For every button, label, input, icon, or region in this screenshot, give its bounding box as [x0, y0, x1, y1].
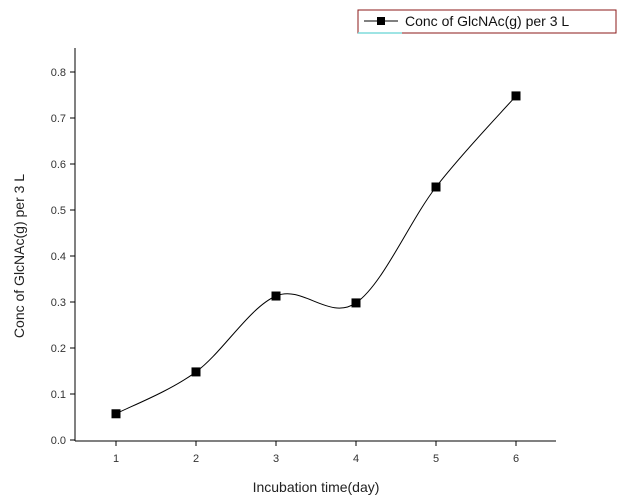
x-tick-5: 6 — [513, 441, 519, 465]
x-tick-4: 5 — [433, 441, 439, 465]
legend-box — [357, 9, 617, 34]
y-tick-label-5: 0.5 — [51, 205, 66, 217]
y-tick-label-8: 0.8 — [51, 67, 66, 79]
x-tick-label-5: 6 — [513, 453, 519, 465]
x-tick-1: 2 — [193, 441, 199, 465]
data-point-3 — [271, 291, 281, 301]
y-tick-0: 0.0 — [51, 435, 75, 447]
x-tick-label-1: 2 — [193, 453, 199, 465]
y-tick-label-0: 0.0 — [51, 435, 66, 447]
y-tick-6: 0.6 — [51, 159, 75, 171]
plot-area — [111, 91, 521, 419]
y-tick-label-1: 0.1 — [51, 389, 66, 401]
series-line — [115, 95, 517, 415]
legend-label: Conc of GlcNAc(g) per 3 L — [405, 13, 569, 29]
data-point-2 — [191, 367, 201, 377]
x-axis-title: Incubation time(day) — [253, 479, 380, 495]
x-ticks: 1 2 3 4 5 6 — [113, 441, 519, 465]
y-tick-5: 0.5 — [51, 205, 75, 217]
y-ticks: 0.0 0.1 0.2 0.3 0.4 0.5 0.6 0.7 0.8 — [51, 67, 75, 447]
x-tick-2: 3 — [273, 441, 279, 465]
y-tick-label-2: 0.2 — [51, 343, 66, 355]
data-point-6 — [511, 91, 521, 101]
y-tick-2: 0.2 — [51, 343, 75, 355]
y-tick-label-7: 0.7 — [51, 113, 66, 125]
y-axis-title: Conc of GlcNAc(g) per 3 L — [11, 174, 27, 338]
x-tick-label-4: 5 — [433, 453, 439, 465]
data-point-1 — [111, 409, 121, 419]
legend: Conc of GlcNAc(g) per 3 L — [357, 9, 617, 34]
y-tick-7: 0.7 — [51, 113, 75, 125]
y-tick-4: 0.4 — [51, 251, 75, 263]
y-tick-label-3: 0.3 — [51, 297, 66, 309]
y-tick-8: 0.8 — [51, 67, 75, 79]
y-tick-label-6: 0.6 — [51, 159, 66, 171]
x-tick-label-2: 3 — [273, 453, 279, 465]
y-tick-1: 0.1 — [51, 389, 75, 401]
data-point-5 — [431, 182, 441, 192]
x-tick-label-0: 1 — [113, 453, 119, 465]
x-tick-label-3: 4 — [353, 453, 359, 465]
y-tick-3: 0.3 — [51, 297, 75, 309]
x-tick-3: 4 — [353, 441, 359, 465]
data-point-4 — [351, 298, 361, 308]
x-tick-0: 1 — [113, 441, 119, 465]
legend-marker — [377, 17, 385, 25]
y-tick-label-4: 0.4 — [51, 251, 66, 263]
